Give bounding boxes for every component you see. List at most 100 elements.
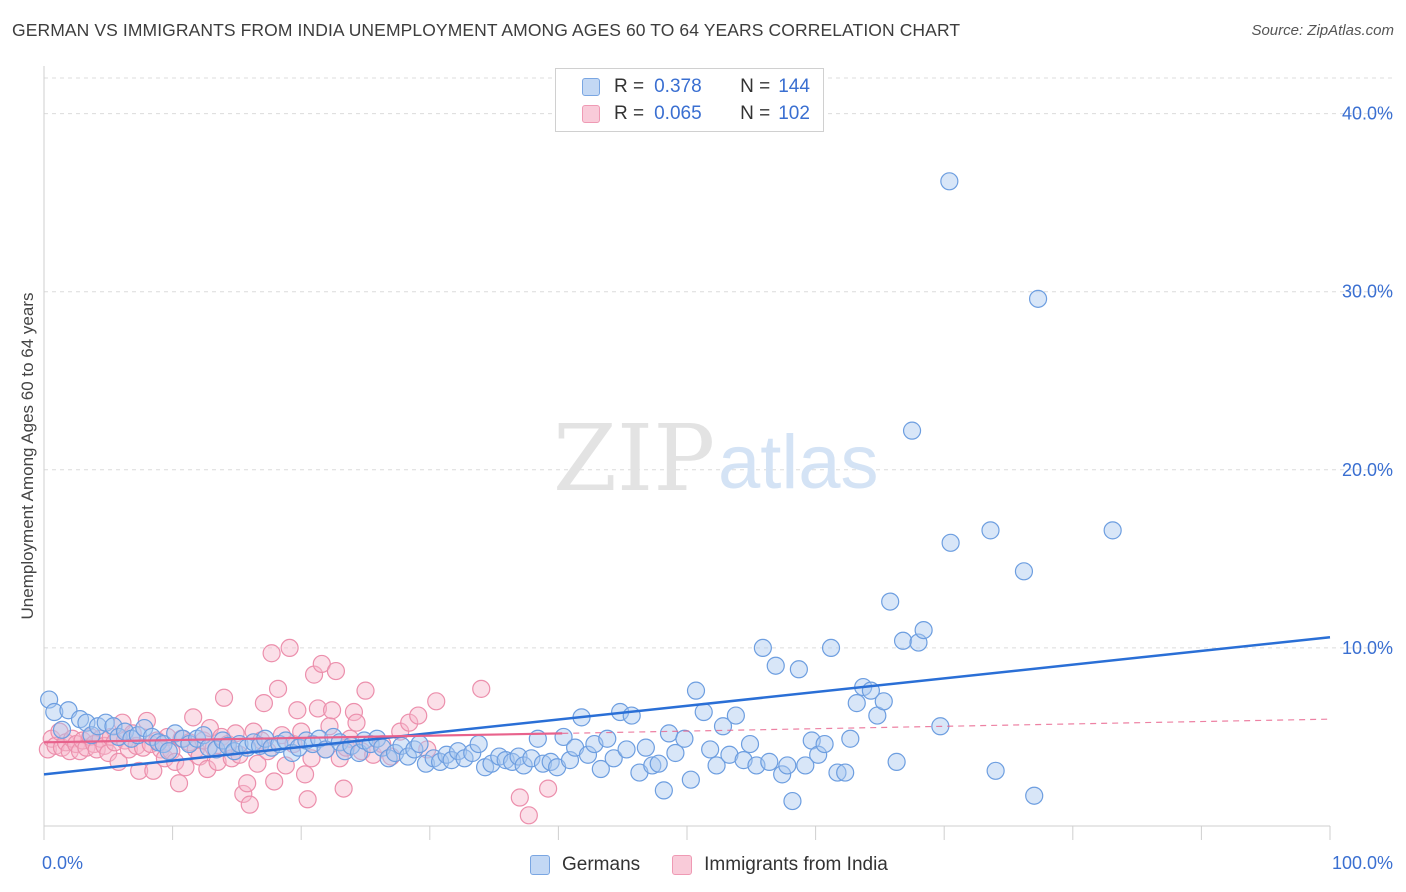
india-point — [302, 749, 321, 768]
germans-point — [740, 734, 760, 754]
germans-point — [398, 747, 418, 766]
india-point — [248, 754, 267, 773]
germans-point — [482, 754, 501, 773]
india-point — [137, 711, 156, 731]
germans-point — [778, 756, 797, 775]
india-point — [326, 661, 346, 681]
trend-lines — [43, 635, 1331, 776]
india-point — [334, 779, 353, 798]
germans-point — [760, 752, 779, 771]
germans-point — [617, 740, 636, 759]
india-trend-line — [43, 732, 563, 744]
germans-point — [686, 681, 706, 700]
y-tick-label: 20.0% — [1342, 460, 1393, 480]
germans-point — [1014, 562, 1034, 581]
india-point — [268, 679, 288, 698]
tick-labels: 10.0% 20.0% 30.0% 40.0% 0.0% 100.0% — [42, 104, 1393, 873]
germans-point — [681, 770, 700, 789]
germans-point — [622, 706, 641, 725]
germans-point — [578, 745, 598, 764]
germans-point — [128, 726, 147, 745]
india-point — [427, 692, 446, 711]
india-point — [472, 679, 491, 698]
india-point — [234, 784, 253, 804]
legend-row-germans: R = 0.378 N = 144 — [582, 76, 810, 98]
india-point — [288, 701, 307, 720]
source-label: Source: ZipAtlas.com — [1251, 22, 1394, 39]
germans-point — [52, 720, 72, 739]
germans-point — [821, 638, 841, 658]
india-point — [347, 713, 366, 732]
india-point — [198, 759, 217, 779]
germans-point — [649, 754, 668, 773]
germans-point — [591, 759, 610, 779]
india-point — [539, 779, 558, 798]
legend-r-label: R = — [614, 103, 645, 124]
series-name-germans: Germans — [562, 854, 641, 875]
y-tick-label: 10.0% — [1342, 638, 1393, 658]
germans-point — [773, 765, 792, 784]
germans-point — [940, 172, 959, 191]
germans-point — [914, 620, 933, 640]
germans-point — [902, 421, 922, 440]
india-point — [130, 761, 149, 780]
germans-point — [783, 791, 802, 811]
legend-r-value-india: 0.065 — [654, 103, 702, 124]
legend-n-value-india: 102 — [778, 103, 810, 124]
germans-point — [694, 702, 713, 722]
germans-point — [707, 756, 726, 775]
legend-row-india: R = 0.065 N = 102 — [582, 103, 810, 125]
germans-point — [522, 749, 541, 768]
germans-point — [405, 740, 424, 759]
germans-point — [766, 656, 785, 675]
germans-point — [789, 660, 808, 679]
germans-point — [1103, 521, 1122, 540]
y-axis-label: Unemployment Among Ages 60 to 64 years — [18, 292, 37, 620]
series-legend-india[interactable]: Immigrants from India — [672, 854, 888, 876]
series-germans-points — [40, 172, 1122, 811]
germans-point — [986, 761, 1005, 780]
germans-point — [815, 734, 834, 754]
germans-point — [430, 752, 450, 771]
germans-point — [753, 638, 772, 658]
germans-point — [207, 740, 226, 759]
germans-point — [887, 752, 906, 771]
legend-r-value-germans: 0.378 — [654, 76, 702, 97]
series-name-india: Immigrants from India — [704, 854, 888, 875]
germans-point — [1025, 786, 1044, 805]
india-point — [344, 702, 364, 722]
germans-point — [45, 702, 64, 722]
germans-point — [636, 738, 655, 757]
germans-point — [410, 734, 429, 754]
india-point — [169, 774, 189, 793]
india-point — [176, 758, 195, 777]
india-point — [519, 806, 538, 825]
germans-point — [941, 533, 960, 552]
india-point — [214, 688, 234, 707]
germans-point — [469, 734, 488, 754]
germans-point — [448, 742, 468, 761]
legend-n-label: N = — [740, 76, 771, 97]
germans-point — [666, 743, 685, 763]
germans-point — [598, 729, 617, 748]
india-point — [280, 638, 299, 658]
series-legend-germans[interactable]: Germans — [530, 854, 640, 876]
germans-point — [104, 717, 123, 736]
germans-point — [643, 756, 662, 775]
correlation-legend: R = 0.378 N = 144 R = 0.065 N = 102 — [555, 68, 824, 132]
axes — [43, 66, 1331, 840]
watermark: ZIP atlas — [553, 405, 879, 512]
germans-point — [874, 692, 893, 711]
india-point — [356, 681, 375, 700]
germans-trend-line — [43, 635, 1331, 776]
india-point — [295, 765, 315, 784]
india-point — [240, 795, 259, 814]
germans-point — [720, 745, 739, 764]
india-point — [265, 772, 284, 791]
germans-point — [514, 756, 533, 775]
germans-point — [675, 729, 694, 748]
grid-lines — [44, 77, 1392, 649]
germans-point — [1028, 289, 1048, 308]
india-point — [409, 706, 428, 725]
